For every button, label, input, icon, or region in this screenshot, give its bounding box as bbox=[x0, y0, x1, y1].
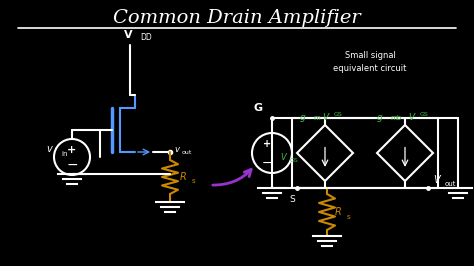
Text: V: V bbox=[124, 30, 132, 40]
Text: DD: DD bbox=[140, 33, 152, 42]
Text: in: in bbox=[61, 151, 67, 157]
Text: mb: mb bbox=[390, 115, 401, 121]
Text: R: R bbox=[335, 207, 342, 217]
Text: R: R bbox=[180, 172, 187, 182]
Text: v: v bbox=[46, 144, 52, 154]
Text: V: V bbox=[280, 152, 286, 161]
Text: −: − bbox=[66, 158, 78, 172]
Text: GS: GS bbox=[420, 113, 429, 118]
Text: −: − bbox=[262, 156, 272, 169]
Text: out: out bbox=[445, 181, 456, 187]
Text: m: m bbox=[313, 115, 320, 121]
Text: s: s bbox=[347, 214, 351, 220]
FancyArrowPatch shape bbox=[213, 169, 251, 185]
Text: V: V bbox=[433, 175, 439, 185]
Text: V: V bbox=[408, 114, 414, 123]
Text: V: V bbox=[322, 114, 328, 123]
Text: Common Drain Amplifier: Common Drain Amplifier bbox=[113, 9, 361, 27]
Text: out: out bbox=[182, 151, 192, 156]
Text: Small signal
equivalent circuit: Small signal equivalent circuit bbox=[333, 51, 407, 73]
Text: g: g bbox=[300, 114, 306, 123]
Text: GS: GS bbox=[290, 159, 299, 164]
Text: v: v bbox=[174, 146, 179, 155]
Text: GS: GS bbox=[334, 113, 343, 118]
Text: g: g bbox=[377, 114, 383, 123]
Text: +: + bbox=[67, 145, 77, 155]
Text: G: G bbox=[254, 103, 263, 113]
Text: +: + bbox=[263, 139, 271, 149]
Text: s: s bbox=[192, 178, 196, 184]
Text: S: S bbox=[289, 196, 295, 205]
